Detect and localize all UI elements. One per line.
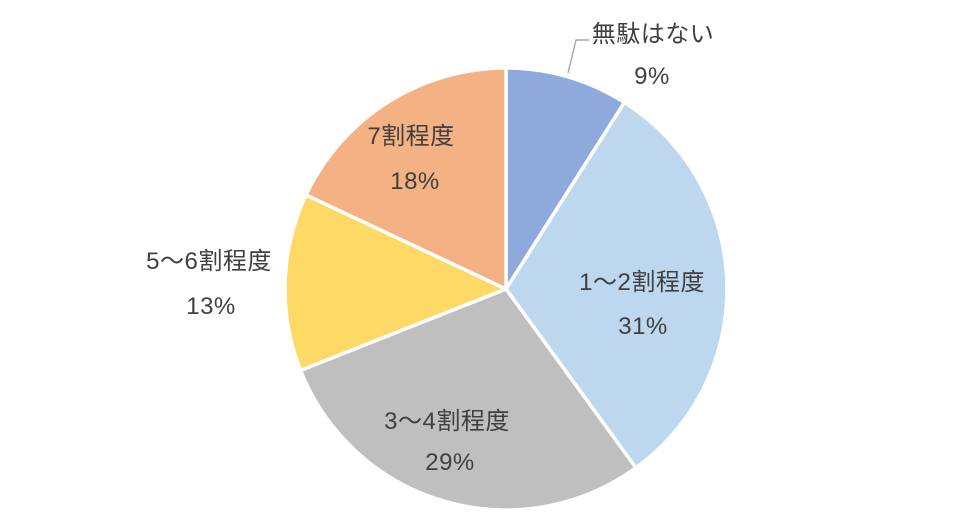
pie-slice-4 <box>304 66 508 291</box>
slice-percent-1-2-wari: 31% <box>618 313 668 340</box>
slice-percent-3-4-wari: 29% <box>425 449 475 476</box>
pie-slice-2 <box>298 287 638 512</box>
slice-percent-5-6-wari: 13% <box>186 293 236 320</box>
slice-label-7-wari: 7割程度 <box>367 123 455 150</box>
pie-slice-3 <box>283 193 508 373</box>
pie-slice-0 <box>504 66 627 291</box>
leader-line-muda-wa-nai <box>567 39 589 74</box>
slice-label-1-2-wari: 1〜2割程度 <box>579 269 705 296</box>
slice-percent-7-wari: 18% <box>390 168 440 195</box>
slice-label-3-4-wari: 3〜4割程度 <box>384 408 510 435</box>
slice-label-muda-wa-nai: 無駄はない <box>591 21 715 48</box>
pie-slice-1 <box>504 100 729 470</box>
slice-label-5-6-wari: 5〜6割程度 <box>146 248 272 275</box>
slice-percent-muda-wa-nai: 9% <box>634 63 670 90</box>
